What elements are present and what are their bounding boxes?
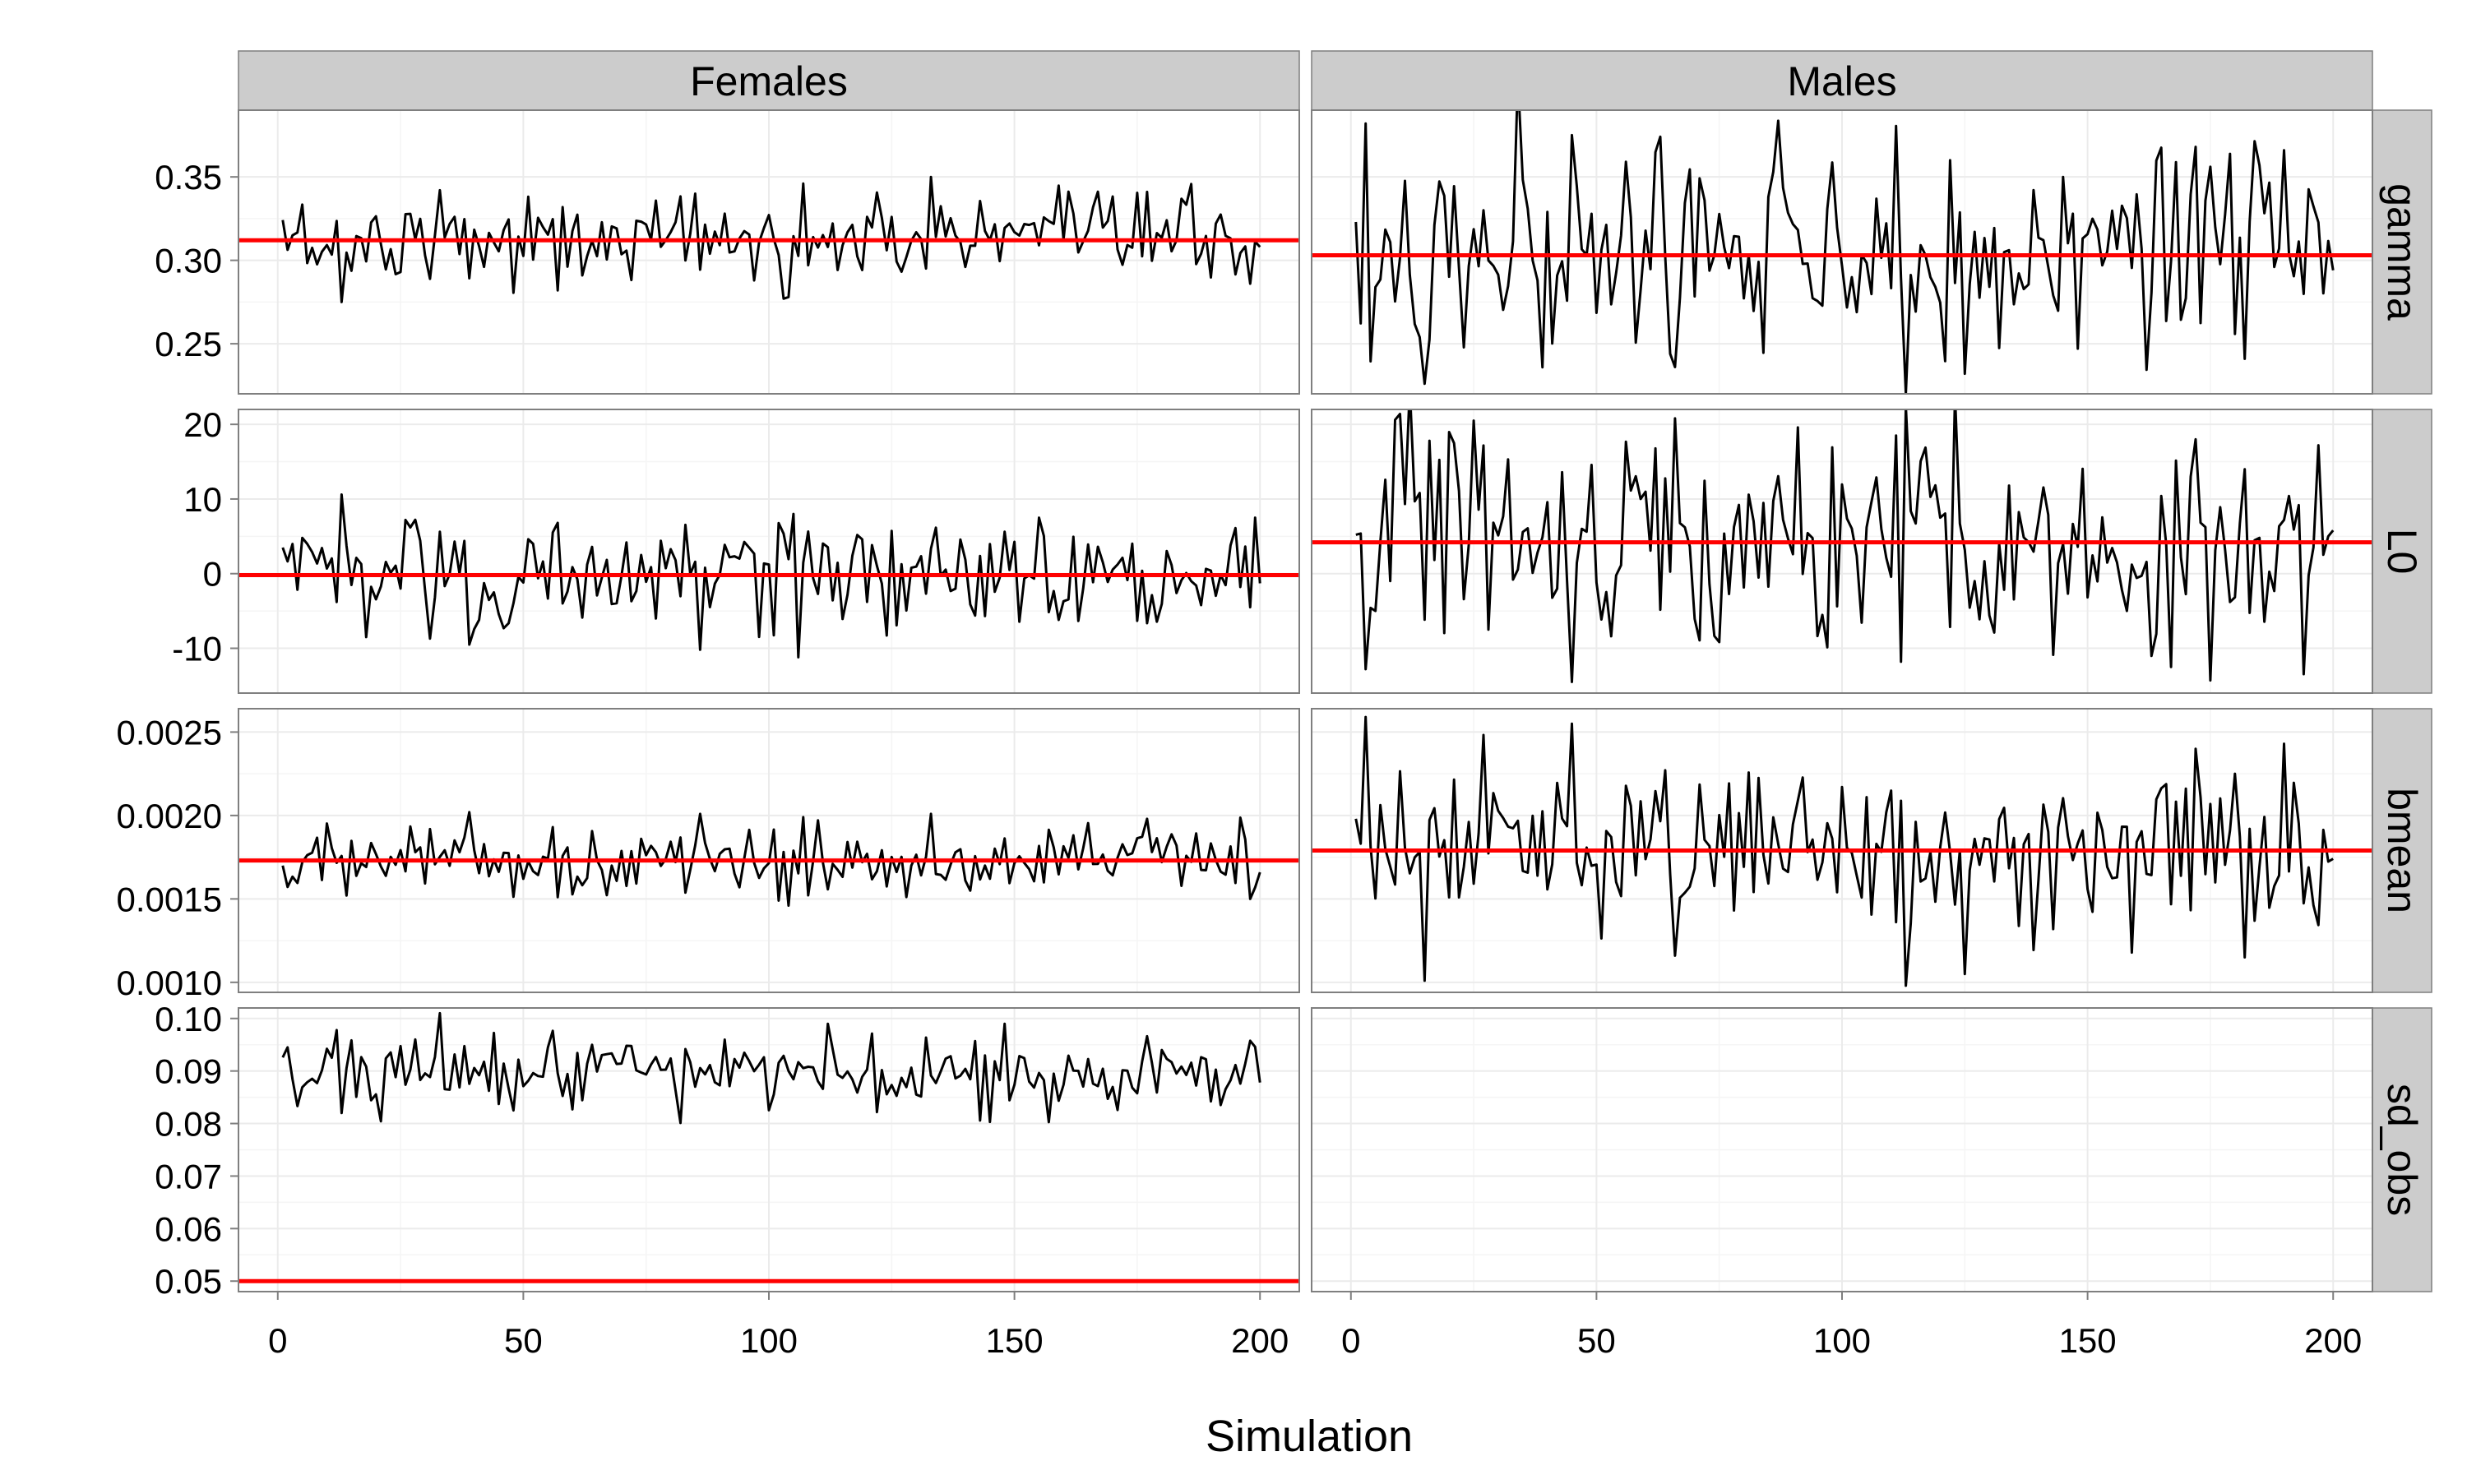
y-tick-label: 10 <box>183 480 222 519</box>
y-tick-label: 0.10 <box>155 1000 222 1038</box>
row-strip-label: L0 <box>2379 529 2425 575</box>
row-strip-sd_obs <box>2372 1007 2432 1292</box>
x-tick-label: 150 <box>986 1321 1044 1360</box>
y-tick-label: 0.35 <box>155 158 222 196</box>
column-strip-females <box>238 50 1300 111</box>
y-tick-label: 0.0020 <box>117 797 222 835</box>
y-tick-label: 0 <box>203 555 222 594</box>
x-axis-title: Simulation <box>1206 1412 1413 1461</box>
y-tick-label: 0.06 <box>155 1209 222 1248</box>
x-tick-label: 0 <box>1341 1321 1360 1360</box>
row-strip-label: gamma <box>2379 183 2425 321</box>
y-tick-label: 0.08 <box>155 1105 222 1144</box>
x-tick-label: 150 <box>2059 1321 2117 1360</box>
y-tick-label: 0.09 <box>155 1052 222 1091</box>
y-tick-label: 0.05 <box>155 1262 222 1301</box>
x-tick-label: 100 <box>740 1321 798 1360</box>
row-strip-label: bmean <box>2379 788 2425 913</box>
row-strip-label: sd_obs <box>2379 1084 2425 1216</box>
row-strip-L0 <box>2372 409 2432 694</box>
x-tick-label: 200 <box>1231 1321 1289 1360</box>
y-tick-label: 0.0010 <box>117 964 222 1002</box>
y-tick-label: 20 <box>183 405 222 444</box>
x-tick-label: 50 <box>1577 1321 1616 1360</box>
y-tick-label: 0.0015 <box>117 880 222 918</box>
column-strip-males <box>1311 50 2373 111</box>
y-tick-label: 0.25 <box>155 325 222 363</box>
x-tick-label: 50 <box>504 1321 543 1360</box>
panel-border <box>238 708 1300 993</box>
panel-border <box>238 409 1300 694</box>
series-line-sd_obs-females <box>281 1011 1261 1125</box>
column-strip-label: Males <box>1787 58 1896 104</box>
y-tick-label: 0.0025 <box>117 713 222 751</box>
panel-border <box>1311 409 2373 694</box>
y-tick-label: -10 <box>172 630 222 668</box>
series-line-bmean-females <box>281 811 1261 907</box>
y-tick-label: 0.30 <box>155 242 222 280</box>
series-line-L0-females <box>281 493 1261 659</box>
column-strip-label: Females <box>690 58 848 104</box>
series-line-bmean-males <box>1354 715 2334 987</box>
series-line-L0-males <box>1355 409 2335 683</box>
y-tick-label: 0.07 <box>155 1157 222 1195</box>
series-line-gamma-males <box>1354 110 2335 394</box>
row-strip-gamma <box>2372 109 2432 395</box>
x-tick-label: 100 <box>1813 1321 1871 1360</box>
x-tick-label: 200 <box>2304 1321 2362 1360</box>
x-tick-label: 0 <box>268 1321 287 1360</box>
panel-border <box>1311 109 2373 395</box>
series-line-gamma-females <box>281 175 1261 303</box>
panel-border <box>238 109 1300 395</box>
panel-border <box>1311 708 2373 993</box>
